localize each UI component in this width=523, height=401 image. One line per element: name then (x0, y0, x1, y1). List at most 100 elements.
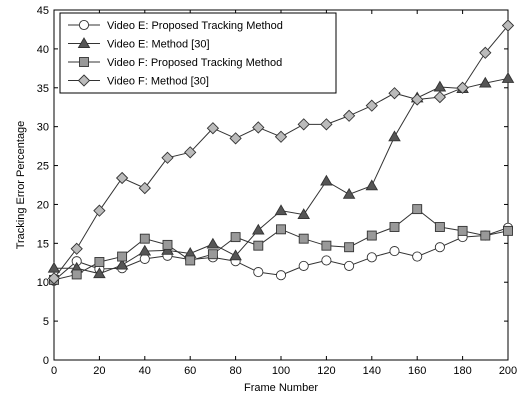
data-point (342, 109, 356, 122)
data-point (94, 257, 105, 267)
y-tick-label: 45 (37, 5, 49, 17)
y-tick-label: 40 (37, 44, 49, 56)
y-tick-label: 10 (37, 277, 49, 289)
x-tick-label: 0 (51, 365, 57, 377)
data-point (274, 130, 288, 143)
data-point (388, 87, 401, 100)
legend-label: Video E: Proposed Tracking Method (107, 20, 283, 32)
legend-label: Video E: Method [30] (107, 39, 210, 51)
data-point (115, 171, 129, 185)
legend-marker (77, 74, 91, 87)
data-point (434, 242, 445, 253)
legend-item: Video E: Method [30] (68, 37, 210, 51)
data-point (298, 233, 309, 244)
y-axis-label: Tracking Error Percentage (15, 121, 27, 250)
data-point (252, 223, 265, 235)
y-tick-label: 0 (43, 355, 49, 367)
x-tick-label: 60 (184, 365, 196, 377)
legend-item: Video E: Proposed Tracking Method (68, 19, 283, 32)
data-point (412, 251, 423, 262)
y-tick-label: 5 (43, 316, 49, 328)
data-point (412, 204, 423, 215)
legend-item: Video F: Method [30] (68, 74, 209, 88)
data-point (139, 253, 150, 264)
data-point (297, 208, 310, 220)
data-point (298, 260, 309, 271)
data-point (320, 118, 333, 131)
data-point (252, 121, 265, 134)
data-point (93, 204, 106, 217)
data-point (365, 99, 378, 112)
legend-label: Video F: Proposed Tracking Method (107, 57, 282, 69)
data-point (253, 240, 264, 251)
x-tick-label: 40 (139, 365, 151, 377)
data-point (433, 90, 447, 104)
y-tick-label: 25 (37, 161, 49, 173)
series-layer (47, 19, 515, 286)
data-point (342, 187, 356, 199)
data-point (297, 118, 310, 131)
legend-marker (79, 57, 89, 67)
x-tick-label: 160 (408, 365, 426, 377)
data-point (230, 232, 241, 243)
data-point (501, 72, 515, 83)
data-point (434, 222, 445, 232)
x-tick-label: 80 (229, 365, 241, 377)
y-tick-label: 35 (37, 83, 49, 95)
data-point (139, 233, 150, 244)
legend-marker (78, 19, 90, 31)
data-point (229, 249, 242, 261)
data-point (501, 19, 515, 32)
data-point (344, 260, 355, 271)
data-point (344, 242, 355, 253)
data-point (366, 252, 377, 263)
data-point (185, 255, 196, 266)
x-tick-label: 180 (453, 365, 471, 377)
x-axis-label: Frame Number (244, 382, 318, 394)
data-point (456, 81, 469, 94)
y-tick-label: 30 (37, 122, 49, 134)
data-point (321, 255, 332, 266)
legend-box (59, 12, 337, 94)
data-point (276, 224, 286, 235)
data-point (503, 225, 513, 236)
data-point (365, 179, 379, 191)
axis-ticks (53, 9, 509, 361)
x-tick-label: 100 (272, 365, 290, 377)
data-point (162, 239, 173, 250)
x-tick-label: 200 (499, 365, 517, 377)
data-point (138, 181, 151, 195)
data-point (207, 249, 218, 260)
data-point (206, 237, 220, 249)
data-point (366, 230, 377, 241)
data-point (253, 267, 264, 278)
data-point (71, 269, 82, 280)
data-point (70, 242, 83, 255)
data-point (411, 93, 424, 106)
data-point (479, 76, 492, 88)
legend-item: Video F: Proposed Tracking Method (68, 57, 282, 69)
x-tick-label: 140 (363, 365, 381, 377)
data-point (229, 132, 242, 145)
y-tick-label: 15 (37, 238, 49, 250)
data-point (47, 272, 61, 285)
data-point (275, 270, 287, 281)
y-tick-label: 20 (37, 199, 49, 211)
data-point (479, 46, 492, 59)
data-point (117, 251, 128, 262)
data-point (480, 230, 491, 241)
data-point (457, 225, 468, 236)
x-tick-label: 120 (317, 365, 335, 377)
series-4 (47, 19, 515, 285)
x-tick-label: 20 (93, 365, 105, 377)
legend-marker (77, 37, 91, 48)
data-point (389, 246, 400, 257)
data-point (161, 151, 174, 164)
data-point (115, 258, 129, 270)
data-point (320, 174, 333, 186)
data-point (321, 240, 332, 251)
legend-label: Video F: Method [30] (107, 76, 209, 88)
data-point (138, 244, 152, 256)
data-point (93, 267, 106, 279)
